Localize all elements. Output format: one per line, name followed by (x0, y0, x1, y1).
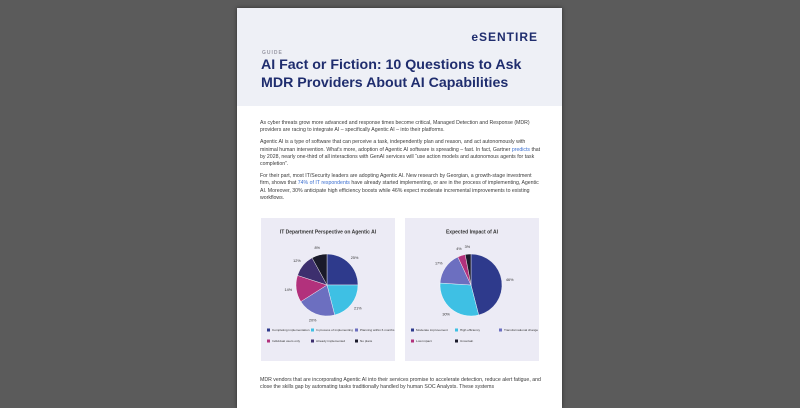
chart-title: Expected Impact of AI (446, 229, 499, 235)
legend-swatch (267, 328, 270, 332)
legend-label: In process of implementing (316, 328, 353, 332)
legend-label: Transformational change (504, 328, 538, 332)
data-label: 20% (309, 318, 317, 322)
chart-card: Expected Impact of AI 46% 30% 17% 4% 3% Modera… (405, 218, 539, 361)
header-band: eSENTIRE GUIDE AI Fact or Fiction: 10 Qu… (237, 8, 562, 106)
pie-slice (464, 253, 472, 286)
legend-swatch (311, 339, 314, 343)
chart: Expected Impact of AI 46% 30% 17% 4% 3% Modera… (411, 229, 538, 343)
pie-slice (311, 253, 328, 286)
paragraph: Agentic AI is a type of software that ca… (260, 139, 543, 168)
text: As cyber threats grow more advanced and … (260, 120, 530, 134)
data-label: 3% (465, 245, 471, 249)
legend-swatch (455, 339, 458, 343)
document-page: eSENTIRE GUIDE AI Fact or Fiction: 10 Qu… (237, 8, 562, 408)
link[interactable]: 74% of IT respondents (297, 180, 350, 187)
link[interactable]: predicts (511, 146, 531, 153)
legend-label: Uncertain (460, 339, 474, 343)
legend-swatch (267, 339, 270, 343)
legend-label: Individual users only (272, 339, 300, 343)
paragraph: MDR vendors that are incorporating Agent… (260, 377, 541, 391)
legend-label: Planning within 6 months (360, 328, 395, 332)
text: Agentic AI is a type of software that ca… (260, 139, 526, 153)
data-label: 21% (354, 306, 362, 310)
chart: IT Department Perspective on Agentic AI 2… (267, 229, 395, 343)
data-label: 4% (456, 247, 462, 251)
legend-swatch (411, 339, 414, 343)
legend-label: Low impact (416, 339, 432, 343)
legend-label: High efficiency (460, 328, 481, 332)
legend-label: Moderate improvement (416, 328, 448, 332)
pie-slice (300, 284, 335, 317)
legend-swatch (355, 328, 358, 332)
pie-slice (326, 284, 359, 316)
pie-slice (470, 253, 503, 316)
legend-label: Completing implementation (272, 328, 310, 332)
title-line: MDR Providers About AI Capabilities (261, 75, 509, 91)
kicker: GUIDE (262, 50, 283, 56)
legend-swatch (311, 328, 314, 332)
paragraph: As cyber threats grow more advanced and … (260, 120, 543, 134)
text: For their part, most IT/Security leaders… (260, 173, 532, 187)
legend-swatch (455, 328, 458, 332)
chart-card: IT Department Perspective on Agentic AI 2… (261, 218, 395, 361)
logo[interactable]: eSENTIRE (471, 30, 538, 44)
pie-slice (326, 253, 359, 286)
body-text: As cyber threats grow more advanced and … (260, 120, 543, 207)
legend-swatch (499, 328, 502, 332)
title-line: AI Fact or Fiction: 10 Questions to Ask (261, 57, 522, 73)
text: have already started implementing, or ar… (260, 180, 539, 201)
data-label: 14% (285, 288, 293, 292)
data-label: 30% (442, 312, 450, 316)
legend-swatch (355, 339, 358, 343)
chart-title: IT Department Perspective on Agentic AI (280, 229, 377, 235)
legend-label: Already implemented (316, 339, 345, 343)
pie-slice (439, 282, 479, 317)
title: AI Fact or Fiction: 10 Questions to Ask … (261, 56, 521, 92)
legend-label: No plans (360, 339, 373, 343)
data-label: 46% (506, 278, 514, 282)
data-label: 12% (293, 259, 301, 263)
data-label: 8% (315, 246, 321, 250)
data-label: 25% (351, 256, 359, 260)
paragraph: For their part, most IT/Security leaders… (260, 173, 543, 202)
data-label: 17% (435, 262, 443, 266)
text: that by 2028, nearly one-third of all in… (260, 146, 541, 168)
legend-swatch (411, 328, 414, 332)
